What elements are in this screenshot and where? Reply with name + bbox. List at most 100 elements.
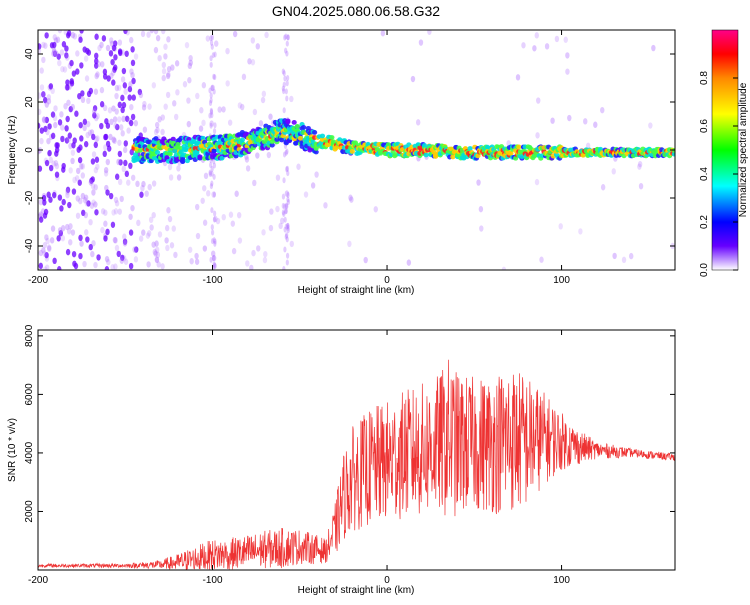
spectrogram-noise-cell <box>245 165 251 172</box>
spectrogram-noise-cell <box>227 119 233 126</box>
spectrogram-noise-cell <box>111 79 116 86</box>
spectrogram-noise-cell <box>68 105 73 113</box>
spectrogram-noise-cell <box>153 128 159 136</box>
spectrogram-noise-cell <box>91 189 96 196</box>
spectrogram-noise-cell <box>50 132 56 140</box>
spectrogram-noise-cell <box>82 260 87 268</box>
spectrogram-streak-cell <box>210 34 214 41</box>
spectrogram-noise-cell <box>111 136 116 144</box>
spectrogram-noise-cell <box>93 166 99 174</box>
spectrogram-noise-cell <box>565 68 570 75</box>
spectrogram-streak-cell <box>285 259 289 266</box>
spectrogram-noise-cell <box>128 119 134 127</box>
spectrogram-noise-cell <box>54 171 60 178</box>
spectrogram-noise-cell <box>44 251 49 259</box>
spectrogram-noise-cell <box>130 59 136 67</box>
spectrogram-streak-cell <box>213 122 217 129</box>
top-x-axis: -200 -100 0 100 <box>28 30 570 286</box>
spectrogram-noise-cell <box>60 235 66 242</box>
spectrogram-noise-cell <box>380 30 386 37</box>
spectrogram-noise-cell <box>565 52 570 59</box>
spectrogram-noise-cell <box>205 35 211 42</box>
spectrogram-noise-cell <box>187 77 192 84</box>
spectrogram-noise-cell <box>211 191 216 198</box>
spectrogram-noise-cell <box>225 80 230 87</box>
spectrogram-noise-cell <box>84 200 90 207</box>
spectrogram-streak-cell <box>210 207 214 214</box>
spectrogram-noise-cell <box>250 37 256 44</box>
spectrogram-noise-cell <box>109 37 114 44</box>
spectrogram-noise-cell <box>418 39 424 46</box>
spectrogram-noise-cell <box>50 87 55 95</box>
spectrogram-noise-cell <box>289 95 294 103</box>
spectrogram-noise-cell <box>99 86 105 94</box>
spectrogram-noise-cell <box>48 196 53 203</box>
spectrogram-noise-cell <box>44 101 49 108</box>
spectrogram-noise-cell <box>214 40 219 47</box>
top-y-axis-label: Frequency (Hz) <box>7 116 18 185</box>
spectrogram-noise-cell <box>410 75 416 83</box>
spectrogram-noise-cell <box>142 100 147 108</box>
spectrogram-noise-cell <box>110 58 115 66</box>
spectrogram-noise-cell <box>112 116 118 123</box>
spectrogram-streak-cell <box>283 246 287 253</box>
spectrogram-noise-cell <box>121 67 127 75</box>
spectrogram-noise-cell <box>123 88 128 95</box>
spectrogram-noise-cell <box>252 179 257 187</box>
spectrogram-noise-cell <box>86 90 92 98</box>
spectrogram-ridge-cell <box>269 142 275 148</box>
spectrogram-noise-cell <box>521 42 526 49</box>
spectrogram-ridge-cell <box>197 154 203 160</box>
spectrogram-noise-cell <box>65 188 70 195</box>
spectrogram-noise-cell <box>155 126 160 134</box>
spectrogram-noise-cell <box>57 119 63 126</box>
spectrogram-noise-cell <box>110 221 116 228</box>
spectrogram-noise-cell <box>50 225 56 232</box>
spectrogram-streak-cell <box>212 255 216 262</box>
colorbar-label: Normalized spectral amplitude <box>738 82 749 217</box>
spectrogram-noise-cell <box>209 120 214 127</box>
spectrogram-noise-cell <box>103 220 108 227</box>
spectrogram-noise-cell <box>43 208 49 216</box>
spectrogram-noise-cell <box>81 209 86 217</box>
spectrogram-noise-cell <box>117 178 123 186</box>
spectrogram-noise-cell <box>260 96 266 104</box>
spectrogram-noise-cell <box>157 231 163 238</box>
spectrogram-noise-cell <box>160 263 165 270</box>
spectrogram-noise-cell <box>166 207 171 214</box>
spectrogram-noise-cell <box>54 150 59 157</box>
spectrogram-noise-cell <box>629 252 634 260</box>
spectrogram-noise-cell <box>86 97 91 105</box>
spectrogram-noise-cell <box>39 67 44 74</box>
spectrogram-noise-cell <box>323 202 328 209</box>
spectrogram-noise-cell <box>120 106 125 114</box>
spectrogram-noise-cell <box>80 163 86 170</box>
spectrogram-noise-cell <box>41 91 46 98</box>
spectrogram-noise-cell <box>83 55 89 62</box>
spectrogram-cells <box>38 30 675 270</box>
spectrogram-streak-cell <box>210 112 214 119</box>
spectrogram-noise-cell <box>107 145 112 152</box>
spectrogram-ridge-cell <box>508 150 514 156</box>
spectrogram-streak-cell <box>284 233 288 240</box>
spectrogram-noise-cell <box>105 158 111 166</box>
spectrogram-noise-cell <box>41 247 46 254</box>
spectrogram-noise-cell <box>110 264 115 270</box>
spectrogram-streak-cell <box>210 238 215 245</box>
spectrogram-noise-cell <box>188 59 193 66</box>
spectrogram-noise-cell <box>173 113 179 121</box>
spectrogram-noise-cell <box>275 205 280 213</box>
spectrogram-noise-cell <box>155 251 161 259</box>
spectrogram-noise-cell <box>167 215 173 223</box>
spectrogram-noise-cell <box>160 128 165 136</box>
spectrogram-noise-cell <box>128 229 134 236</box>
spectrogram-noise-cell <box>92 108 97 115</box>
spectrogram-streak-cell <box>212 216 217 223</box>
spectrogram-noise-cell <box>46 137 51 145</box>
spectrogram-noise-cell <box>78 252 83 260</box>
spectrogram-streak-cell <box>211 52 215 59</box>
top-x-axis-label: Height of straight line (km) <box>298 285 415 296</box>
spectrogram-noise-cell <box>79 240 84 247</box>
spectrogram-noise-cell <box>132 246 137 253</box>
spectrogram-noise-cell <box>65 248 71 256</box>
